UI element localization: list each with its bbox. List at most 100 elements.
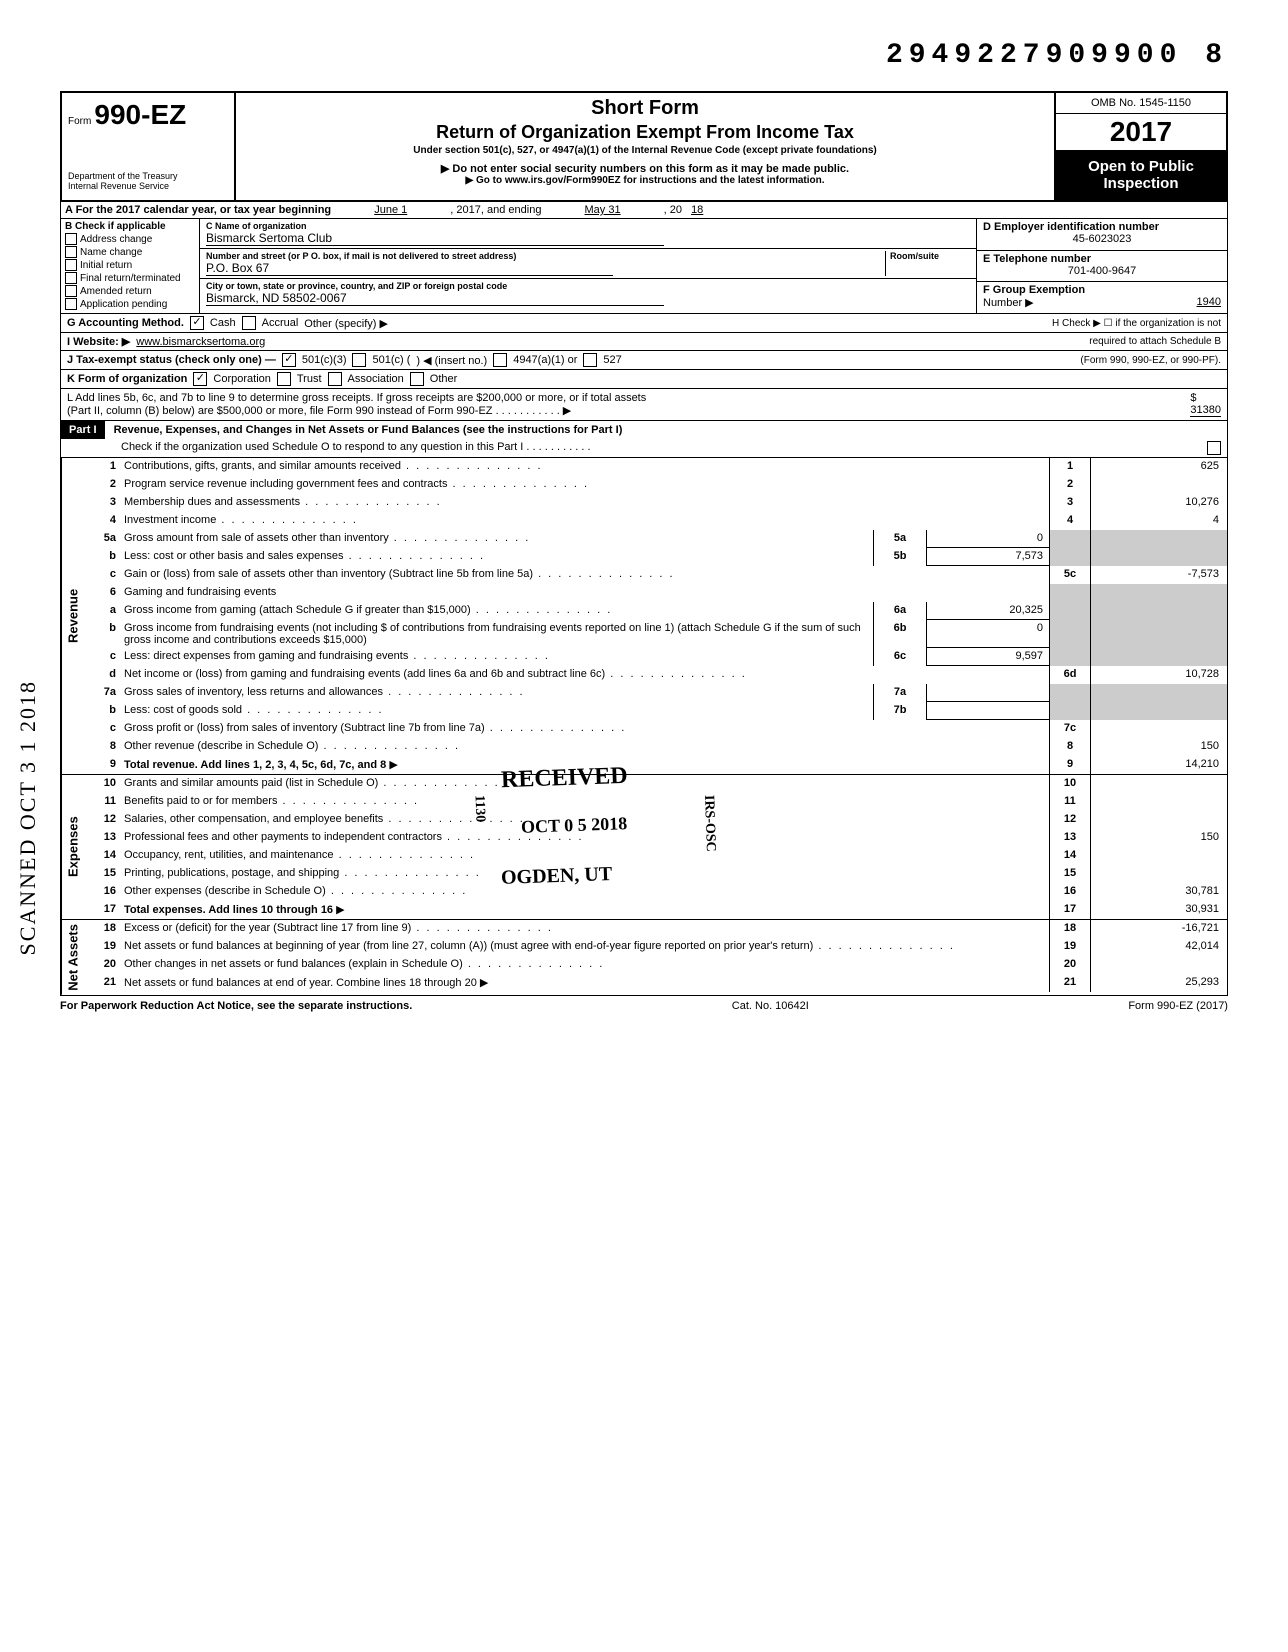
ln10-rv xyxy=(1090,775,1227,793)
h-l2: required to attach Schedule B xyxy=(961,336,1221,347)
ln16-n: 16 xyxy=(84,883,120,901)
form-number: 990-EZ xyxy=(94,99,186,130)
ln3-n: 3 xyxy=(84,494,120,512)
d-label: D Employer identification number xyxy=(983,221,1221,233)
i-value: www.bismarcksertoma.org xyxy=(136,336,265,348)
ln5a-sv: 0 xyxy=(926,530,1049,548)
chk-schedule-o[interactable] xyxy=(1207,441,1221,455)
k-a: Corporation xyxy=(213,373,270,385)
part1-title: Revenue, Expenses, and Changes in Net As… xyxy=(108,421,629,439)
row-a-end: May 31 xyxy=(545,204,661,216)
ln7c-n: c xyxy=(84,720,120,738)
footer: For Paperwork Reduction Act Notice, see … xyxy=(60,996,1228,1016)
j-d: 4947(a)(1) or xyxy=(513,354,577,366)
ln16-rv: 30,781 xyxy=(1090,883,1227,901)
chk-527[interactable] xyxy=(583,353,597,367)
e-value: 701-400-9647 xyxy=(983,265,1221,277)
g-other: Other (specify) ▶ xyxy=(304,317,388,330)
f-label2: Number ▶ xyxy=(983,297,1034,309)
ln6b-rn xyxy=(1049,620,1090,648)
ln7a-n: 7a xyxy=(84,684,120,702)
j-b: 501(c) ( xyxy=(372,354,410,366)
ln5a-n: 5a xyxy=(84,530,120,548)
ln6c-sv: 9,597 xyxy=(926,648,1049,666)
ln6b-d: Gross income from fundraising events (no… xyxy=(120,620,873,648)
ln17-arrow: ▶ xyxy=(336,904,344,916)
ln2-d: Program service revenue including govern… xyxy=(120,476,1049,494)
ln6b-sn: 6b xyxy=(873,620,926,648)
row-a-mid: , 2017, and ending xyxy=(450,204,541,216)
dept-1: Department of the Treasury xyxy=(68,171,228,181)
tax-year: 2017 xyxy=(1056,114,1226,150)
ln9-n: 9 xyxy=(84,756,120,774)
netassets-label: Net Assets xyxy=(61,920,84,995)
e-label: E Telephone number xyxy=(983,253,1221,265)
chk-cash[interactable] xyxy=(190,316,204,330)
ln7b-sn: 7b xyxy=(873,702,926,720)
ln9-d: Total revenue. Add lines 1, 2, 3, 4, 5c,… xyxy=(124,759,386,771)
ln6-n: 6 xyxy=(84,584,120,602)
chk-final[interactable] xyxy=(65,272,77,284)
k-b: Trust xyxy=(297,373,322,385)
ln5a-rn xyxy=(1049,530,1090,548)
ln6c-n: c xyxy=(84,648,120,666)
part1-row: Part I Revenue, Expenses, and Changes in… xyxy=(60,421,1228,458)
ln11-n: 11 xyxy=(84,793,120,811)
row-j: J Tax-exempt status (check only one) — 5… xyxy=(60,351,1228,370)
k-c: Association xyxy=(348,373,404,385)
footer-left: For Paperwork Reduction Act Notice, see … xyxy=(60,1000,412,1012)
chk-name[interactable] xyxy=(65,246,77,258)
ln5b-rv xyxy=(1090,548,1227,566)
g-accrual: Accrual xyxy=(262,317,299,329)
chk-accrual[interactable] xyxy=(242,316,256,330)
ln6a-sv: 20,325 xyxy=(926,602,1049,620)
row-a: A For the 2017 calendar year, or tax yea… xyxy=(60,202,1228,219)
ln6d-rn: 6d xyxy=(1049,666,1090,684)
chk-4947[interactable] xyxy=(493,353,507,367)
ln11-rn: 11 xyxy=(1049,793,1090,811)
ln20-rv xyxy=(1090,956,1227,974)
f-value: 1940 xyxy=(1197,296,1221,308)
ln21-rv: 25,293 xyxy=(1090,974,1227,992)
ln6c-sn: 6c xyxy=(873,648,926,666)
b-item-2: Initial return xyxy=(80,260,132,271)
ln7c-rn: 7c xyxy=(1049,720,1090,738)
ln4-n: 4 xyxy=(84,512,120,530)
ln1-n: 1 xyxy=(84,458,120,476)
ln19-rn: 19 xyxy=(1049,938,1090,956)
ln13-n: 13 xyxy=(84,829,120,847)
ln14-d: Occupancy, rent, utilities, and maintena… xyxy=(120,847,1049,865)
ln7b-n: b xyxy=(84,702,120,720)
chk-initial[interactable] xyxy=(65,259,77,271)
chk-trust[interactable] xyxy=(277,372,291,386)
chk-pending[interactable] xyxy=(65,298,77,310)
ln12-n: 12 xyxy=(84,811,120,829)
ln15-rv xyxy=(1090,865,1227,883)
open-public-1: Open to Public xyxy=(1060,158,1222,175)
chk-address[interactable] xyxy=(65,233,77,245)
chk-501c[interactable] xyxy=(352,353,366,367)
ln5b-n: b xyxy=(84,548,120,566)
chk-corp[interactable] xyxy=(193,372,207,386)
row-k: K Form of organization Corporation Trust… xyxy=(60,370,1228,389)
ln12-rv xyxy=(1090,811,1227,829)
chk-501c3[interactable] xyxy=(282,353,296,367)
ln6d-rv: 10,728 xyxy=(1090,666,1227,684)
ln17-rv: 30,931 xyxy=(1090,901,1227,919)
ln16-d: Other expenses (describe in Schedule O) xyxy=(120,883,1049,901)
ln18-d: Excess or (deficit) for the year (Subtra… xyxy=(120,920,1049,938)
ln6b-sv: 0 xyxy=(926,620,1049,648)
c-city: Bismarck, ND 58502-0067 xyxy=(206,291,664,306)
chk-assoc[interactable] xyxy=(328,372,342,386)
chk-other[interactable] xyxy=(410,372,424,386)
part1-sub: Check if the organization used Schedule … xyxy=(121,441,591,455)
goto-link: ▶ Go to www.irs.gov/Form990EZ for instru… xyxy=(244,175,1046,186)
ln6c-rv xyxy=(1090,648,1227,666)
open-public-2: Inspection xyxy=(1060,175,1222,192)
b-header: B Check if applicable xyxy=(65,221,195,232)
ln11-d: Benefits paid to or for members xyxy=(120,793,1049,811)
chk-amended[interactable] xyxy=(65,285,77,297)
ln6a-d: Gross income from gaming (attach Schedul… xyxy=(120,602,873,620)
ln6a-sn: 6a xyxy=(873,602,926,620)
c-room-label: Room/suite xyxy=(890,251,970,261)
